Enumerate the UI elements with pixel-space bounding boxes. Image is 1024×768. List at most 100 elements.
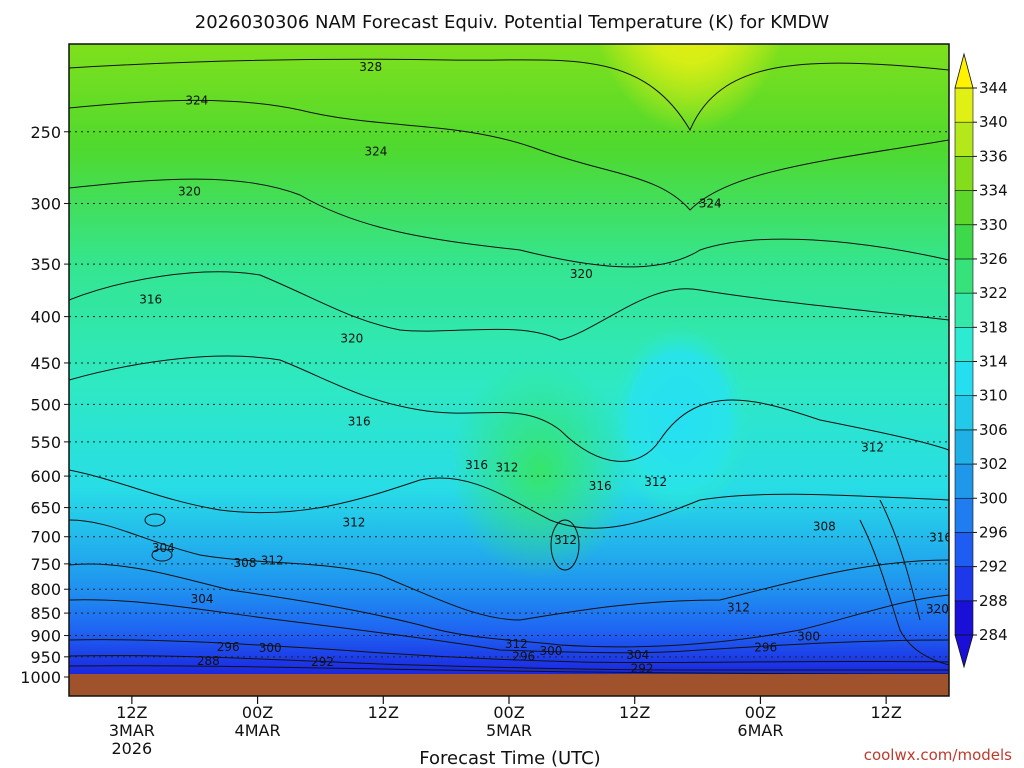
x-tick-label: 6MAR bbox=[737, 721, 783, 740]
colorbar-swatch bbox=[954, 395, 974, 431]
colorbar-tick-label: 340 bbox=[979, 113, 1008, 131]
contour-label: 312 bbox=[861, 441, 884, 455]
colorbar-tick-label: 296 bbox=[979, 523, 1008, 541]
colorbar-tick-label: 322 bbox=[979, 284, 1008, 302]
colorbar-swatch bbox=[954, 258, 974, 294]
contour-label: 308 bbox=[234, 556, 257, 570]
x-tick-label: 00Z bbox=[493, 703, 524, 722]
contour-label: 292 bbox=[311, 655, 334, 669]
contour-line bbox=[69, 178, 949, 268]
contour-label-text: 292 bbox=[631, 662, 654, 676]
contour-label-text: 296 bbox=[512, 649, 535, 663]
contour-line bbox=[69, 639, 949, 664]
colorbar-swatch bbox=[954, 361, 974, 396]
contour-label-text: 316 bbox=[139, 293, 162, 307]
contour-label-text: 288 bbox=[197, 654, 220, 668]
y-tick-label: 350 bbox=[30, 255, 61, 274]
contour-label: 316 bbox=[139, 293, 162, 307]
colorbar-tick-label: 330 bbox=[979, 216, 1008, 234]
contour-label: 312 bbox=[342, 515, 365, 529]
moist-plume-anomaly bbox=[450, 360, 630, 580]
contour-line bbox=[69, 58, 949, 132]
y-axis: 250 300 350 400 450 500 550 600 650 700 750 800 850 9… bbox=[20, 123, 69, 687]
contour-label: 296 bbox=[754, 641, 777, 655]
contour-label-text: 328 bbox=[359, 60, 382, 74]
contour-line bbox=[69, 355, 949, 462]
y-tick-label: 300 bbox=[30, 194, 61, 213]
contour-line bbox=[69, 99, 949, 211]
x-tick-label: 12Z bbox=[870, 703, 901, 722]
contour-closed bbox=[151, 548, 173, 562]
contour-line bbox=[69, 655, 949, 671]
contour-label: 300 bbox=[259, 641, 282, 655]
colorbar-tick-label: 314 bbox=[979, 353, 1008, 371]
contour-lines bbox=[69, 58, 949, 675]
contour-label-text: 320 bbox=[570, 267, 593, 281]
colorbar-swatch bbox=[954, 463, 974, 499]
contour-label-text: 312 bbox=[861, 441, 884, 455]
colorbar: 284 288 292 296 300 302 306 310 314 318 322 326 330 3… bbox=[954, 52, 1008, 669]
y-tick-label: 400 bbox=[30, 308, 61, 327]
contour-label-text: 312 bbox=[495, 460, 518, 474]
y-tick-label: 1000 bbox=[20, 668, 61, 687]
contour-label: 320 bbox=[570, 267, 593, 281]
contour-label: 324 bbox=[185, 94, 208, 108]
colorbar-swatch bbox=[954, 87, 974, 123]
colorbar-swatch bbox=[954, 327, 974, 362]
contour-label-text: 324 bbox=[364, 145, 387, 159]
y-tick-label: 900 bbox=[30, 627, 61, 646]
contour-label: 304 bbox=[152, 541, 175, 555]
colorbar-swatch bbox=[954, 532, 974, 567]
y-tick-label: 800 bbox=[30, 580, 61, 599]
contour-label-text: 312 bbox=[342, 515, 365, 529]
chart-title: 2026030306 NAM Forecast Equiv. Potential… bbox=[195, 12, 830, 33]
contour-line bbox=[69, 271, 949, 341]
contour-label: 320 bbox=[926, 602, 949, 616]
colorbar-swatch bbox=[954, 121, 974, 157]
y-tick-label: 550 bbox=[30, 433, 61, 452]
contour-label-text: 292 bbox=[311, 655, 334, 669]
colorbar-tick-label: 288 bbox=[979, 592, 1008, 610]
x-tick-label: 00Z bbox=[242, 703, 273, 722]
x-axis-label: Forecast Time (UTC) bbox=[419, 748, 600, 768]
contour-label-text: 324 bbox=[185, 94, 208, 108]
y-tick-label: 850 bbox=[30, 604, 61, 623]
colorbar-tick-label: 344 bbox=[979, 79, 1008, 97]
contour-label-text: 304 bbox=[152, 541, 175, 555]
colorbar-swatch bbox=[954, 497, 974, 533]
contour-line bbox=[69, 599, 949, 654]
contour-label: 292 bbox=[631, 662, 654, 676]
contour-label-text: 312 bbox=[261, 554, 284, 568]
contour-label: 288 bbox=[197, 654, 220, 668]
contour-label-text: 296 bbox=[754, 641, 777, 655]
contour-label: 320 bbox=[178, 184, 201, 198]
contour-label-text: 300 bbox=[797, 629, 820, 643]
contour-label-text: 312 bbox=[505, 637, 528, 651]
y-tick-label: 750 bbox=[30, 555, 61, 574]
contour-label: 328 bbox=[359, 60, 382, 74]
contour-label: 312 bbox=[495, 460, 518, 474]
colorbar-tick-label: 306 bbox=[979, 421, 1008, 439]
x-tick-label: 4MAR bbox=[235, 721, 281, 740]
contour-label: 312 bbox=[505, 637, 528, 651]
contour-line bbox=[69, 563, 949, 648]
ground-below-surface bbox=[69, 674, 949, 696]
plot-area: 328 324 324 324 320 320 320 316 316 316 316 316 312 3… bbox=[69, 44, 949, 696]
contour-labels: 328 324 324 324 320 320 320 316 316 316 316 316 312 3… bbox=[139, 60, 949, 676]
contour-closed bbox=[550, 519, 580, 571]
colorbar-tick-label: 334 bbox=[979, 182, 1008, 200]
contour-label: 316 bbox=[589, 479, 612, 493]
colorbar-tick-label: 336 bbox=[979, 147, 1008, 165]
contour-label: 316 bbox=[465, 458, 488, 472]
contour-closed bbox=[144, 513, 166, 527]
contour-label: 312 bbox=[727, 600, 750, 614]
y-tick-label: 250 bbox=[30, 123, 61, 142]
contour-label: 312 bbox=[261, 554, 284, 568]
contour-label: 316 bbox=[348, 414, 371, 428]
y-tick-label: 650 bbox=[30, 499, 61, 518]
colorbar-tick-label: 326 bbox=[979, 250, 1008, 268]
contour-label: 316 bbox=[929, 530, 949, 544]
contour-line bbox=[69, 665, 949, 675]
credit-text: coolwx.com/models bbox=[864, 746, 1012, 764]
